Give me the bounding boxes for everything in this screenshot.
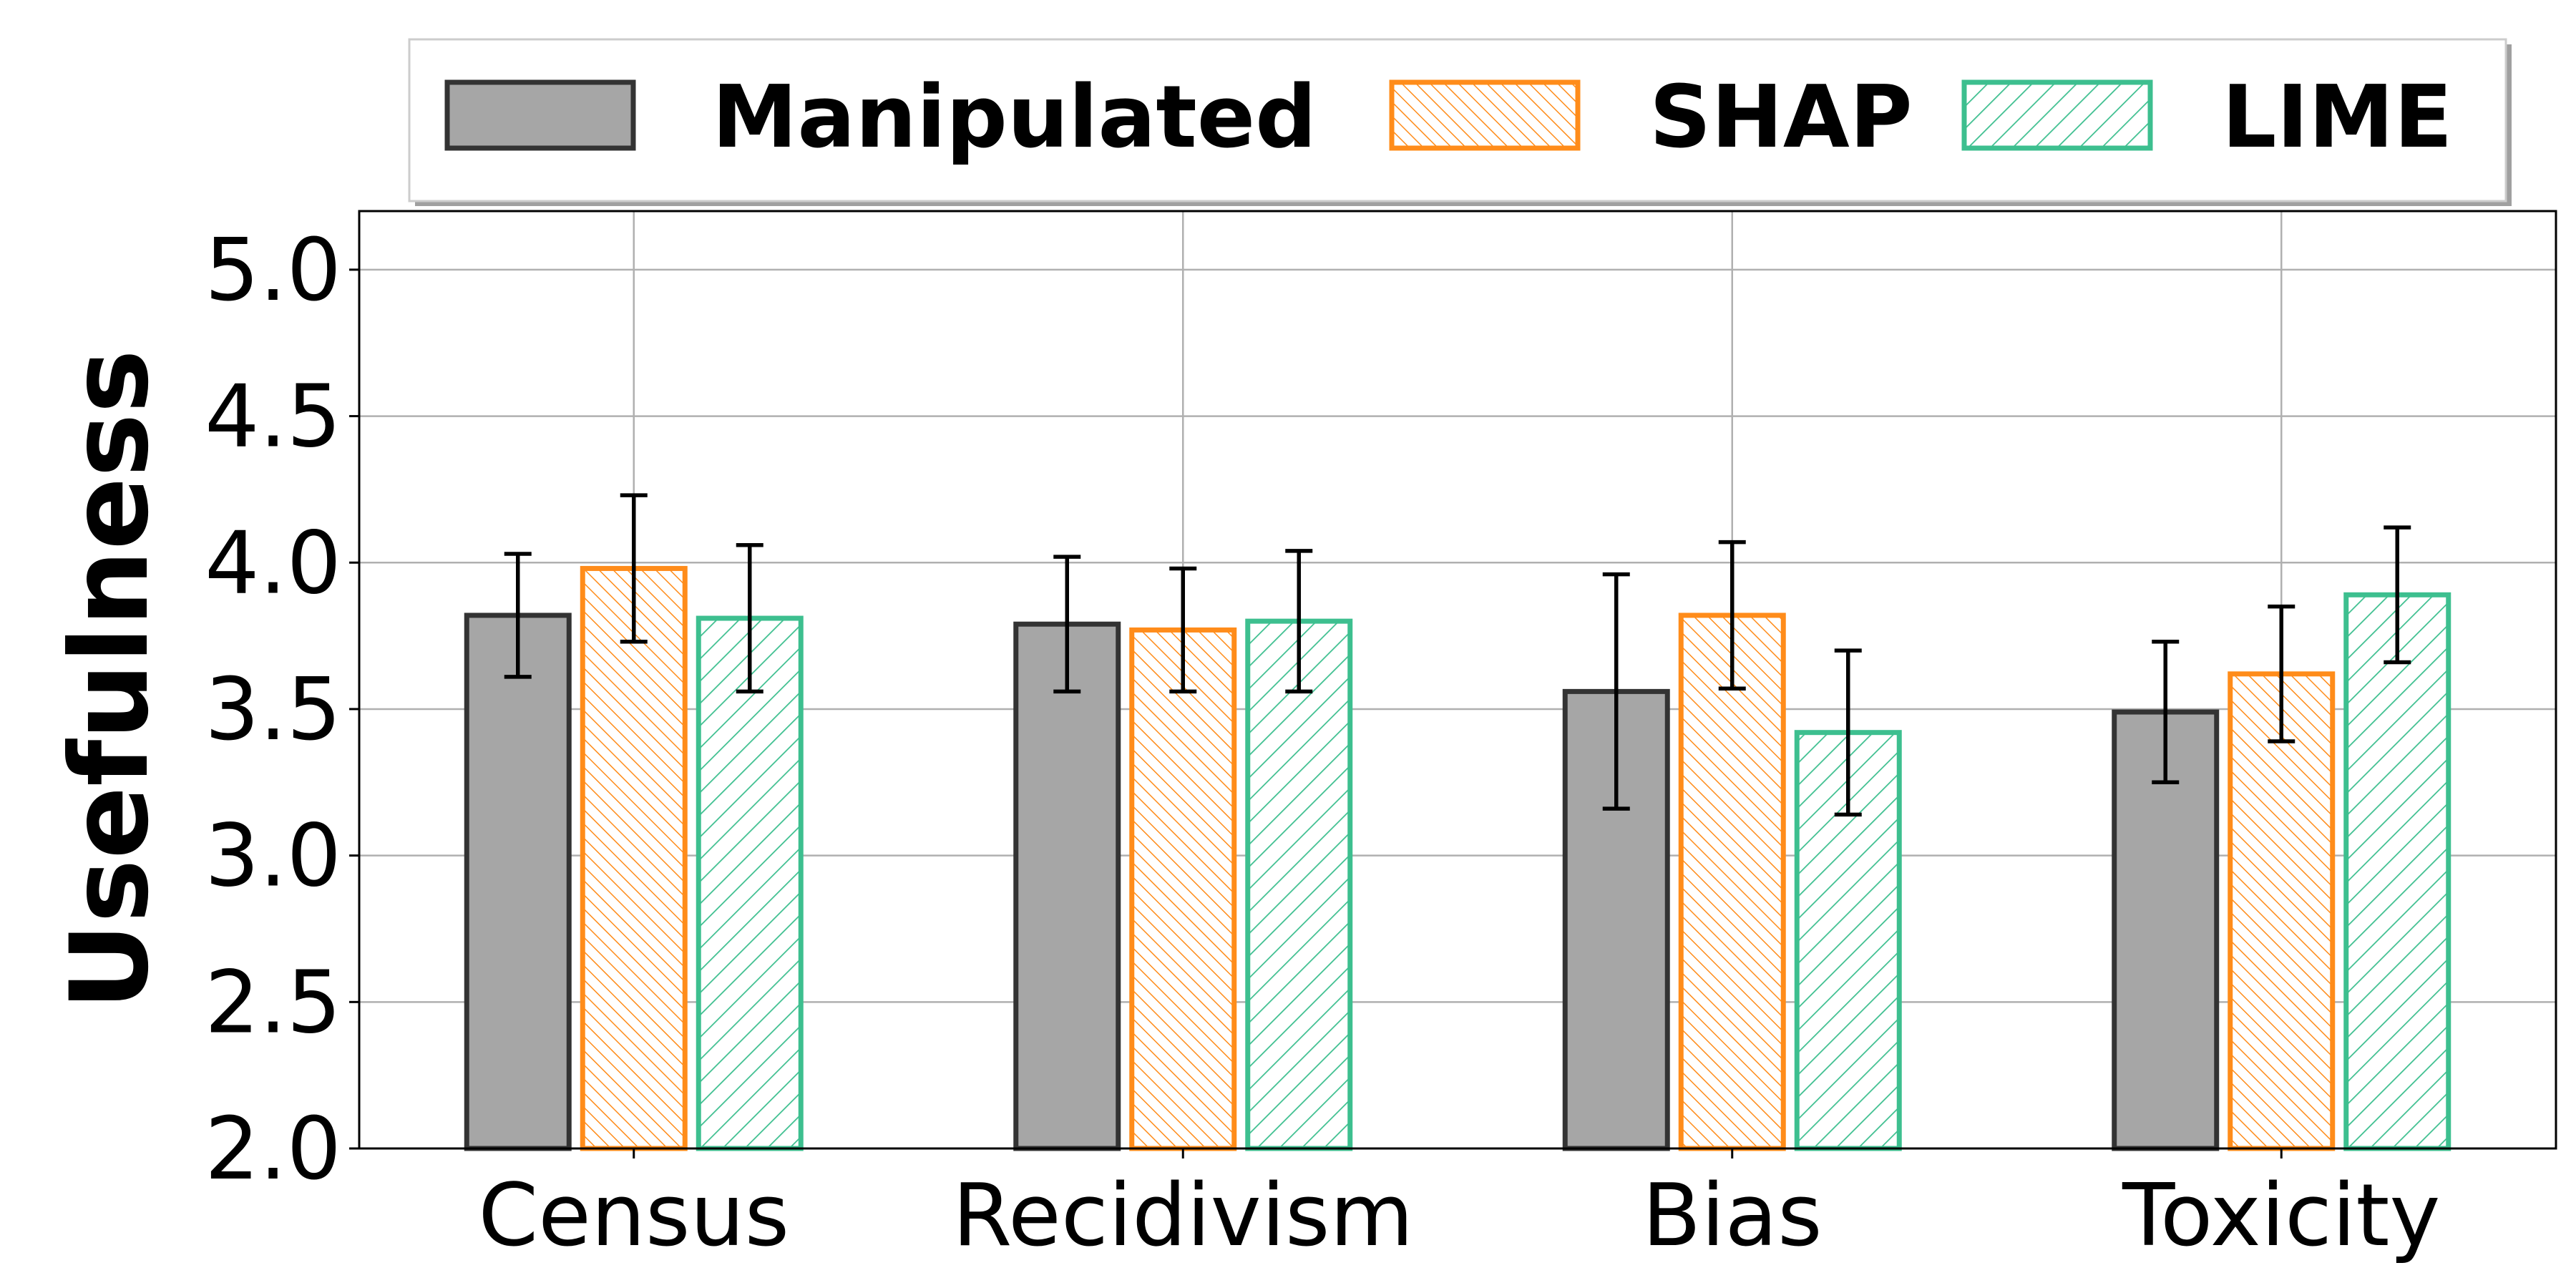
- x-tick-label: Toxicity: [2122, 1166, 2440, 1266]
- legend-swatch-lime: [1961, 79, 2153, 151]
- y-tick-label: 3.0: [205, 807, 341, 907]
- legend-label-manipulated: Manipulated: [712, 68, 1317, 167]
- bar-manipulated: [1013, 621, 1121, 1151]
- y-tick-label: 2.0: [205, 1100, 341, 1199]
- y-tick-label: 4.0: [205, 514, 341, 613]
- bar-shap: [580, 565, 688, 1151]
- bar-lime: [1245, 618, 1353, 1151]
- bars: [464, 565, 2451, 1151]
- y-axis: 2.0 2.5 3.0 3.5 4.0 4.5 5.0: [205, 221, 359, 1199]
- bar-shap: [1129, 627, 1237, 1151]
- plot-frame: [358, 210, 2557, 1150]
- y-tick-label: 4.5: [205, 368, 341, 467]
- bar-lime: [696, 615, 804, 1151]
- bar-lime: [2343, 592, 2451, 1151]
- legend-label-shap: SHAP: [1649, 68, 1913, 167]
- grid: [359, 211, 2556, 1150]
- x-tick-label: Census: [478, 1166, 789, 1266]
- y-axis-label: Usefulness: [48, 349, 172, 1010]
- bar-shap: [1678, 613, 1786, 1151]
- legend-swatch-manipulated: [444, 79, 636, 151]
- y-tick-label: 2.5: [205, 953, 341, 1053]
- legend-swatch-shap: [1389, 79, 1581, 151]
- bar-shap: [2228, 671, 2336, 1151]
- bar-manipulated: [2112, 709, 2220, 1151]
- x-tick-label: Recidivism: [952, 1166, 1413, 1266]
- legend: Manipulated SHAP LIME: [408, 38, 2512, 206]
- y-tick-label: 3.5: [205, 660, 341, 760]
- bar-manipulated: [464, 613, 572, 1151]
- error-bars: [504, 493, 2411, 817]
- x-tick-label: Bias: [1642, 1166, 1823, 1266]
- x-axis: Census Recidivism Bias Toxicity: [478, 1148, 2440, 1266]
- legend-label-lime: LIME: [2222, 68, 2453, 167]
- y-tick-label: 5.0: [205, 221, 341, 321]
